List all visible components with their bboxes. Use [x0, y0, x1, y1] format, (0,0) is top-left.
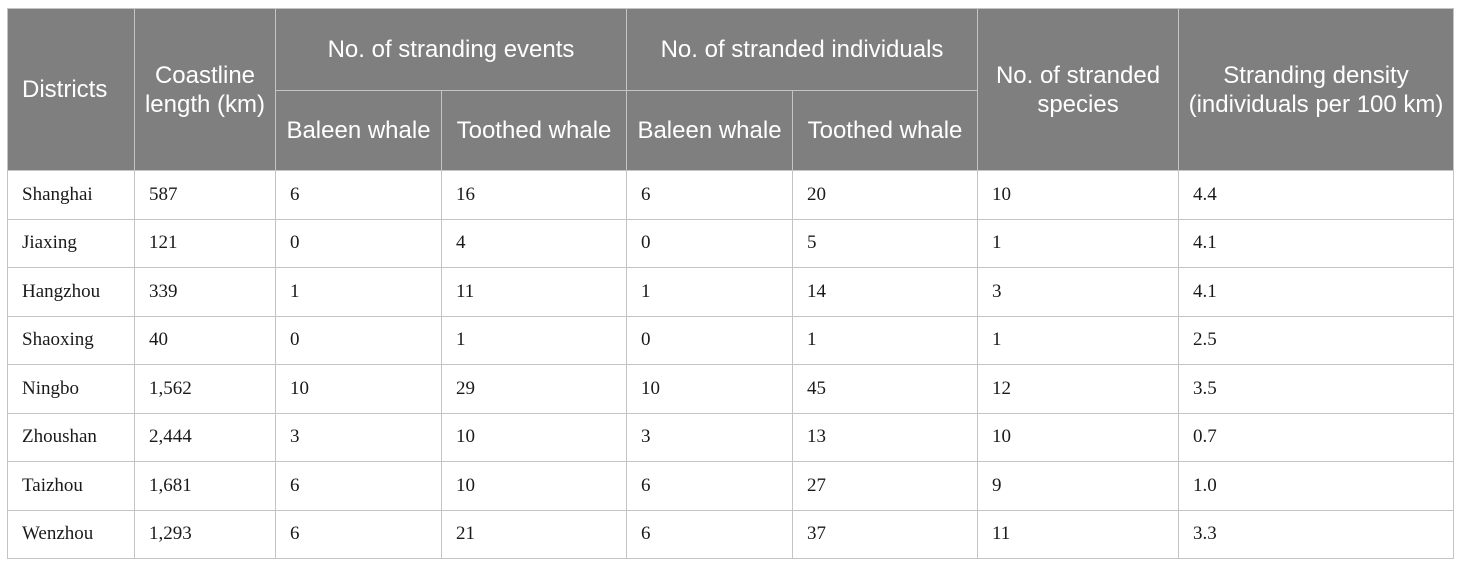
- cell-events-baleen: 3: [275, 412, 442, 462]
- header-stranding-density: Stranding density (individuals per 100 k…: [1178, 8, 1454, 171]
- table-row: Shaoxing 40 0 1 0 1 1 2.5: [7, 315, 1454, 365]
- cell-species: 11: [977, 509, 1179, 559]
- cell-events-toothed: 4: [441, 218, 627, 268]
- cell-district: Jiaxing: [7, 218, 135, 268]
- cell-district: Hangzhou: [7, 267, 135, 317]
- cell-coastline: 2,444: [134, 412, 276, 462]
- cell-events-baleen: 1: [275, 267, 442, 317]
- cell-coastline: 1,293: [134, 509, 276, 559]
- cell-events-toothed: 29: [441, 364, 627, 414]
- header-stranding-events: No. of stranding events: [275, 8, 627, 91]
- stranding-table: Districts Coastline length (km) No. of s…: [7, 8, 1454, 559]
- header-coastline-length: Coastline length (km): [134, 8, 276, 171]
- cell-individuals-baleen: 6: [626, 170, 793, 220]
- table-body: Shanghai 587 6 16 6 20 10 4.4 Jiaxing 12…: [7, 170, 1454, 559]
- cell-individuals-toothed: 1: [792, 315, 978, 365]
- header-districts: Districts: [7, 8, 135, 171]
- cell-events-baleen: 6: [275, 461, 442, 511]
- cell-coastline: 1,562: [134, 364, 276, 414]
- cell-species: 9: [977, 461, 1179, 511]
- cell-events-toothed: 21: [441, 509, 627, 559]
- cell-events-baleen: 6: [275, 170, 442, 220]
- cell-district: Zhoushan: [7, 412, 135, 462]
- cell-density: 3.5: [1178, 364, 1454, 414]
- table-row: Shanghai 587 6 16 6 20 10 4.4: [7, 170, 1454, 220]
- cell-events-baleen: 10: [275, 364, 442, 414]
- table-row: Taizhou 1,681 6 10 6 27 9 1.0: [7, 461, 1454, 511]
- cell-species: 10: [977, 412, 1179, 462]
- table-row: Jiaxing 121 0 4 0 5 1 4.1: [7, 218, 1454, 268]
- header-individuals-baleen-whale: Baleen whale: [626, 90, 793, 171]
- cell-density: 2.5: [1178, 315, 1454, 365]
- table-row: Zhoushan 2,444 3 10 3 13 10 0.7: [7, 412, 1454, 462]
- cell-species: 10: [977, 170, 1179, 220]
- table-row: Wenzhou 1,293 6 21 6 37 11 3.3: [7, 509, 1454, 559]
- cell-species: 3: [977, 267, 1179, 317]
- cell-density: 4.1: [1178, 218, 1454, 268]
- cell-coastline: 587: [134, 170, 276, 220]
- cell-district: Wenzhou: [7, 509, 135, 559]
- cell-individuals-toothed: 20: [792, 170, 978, 220]
- cell-individuals-baleen: 0: [626, 315, 793, 365]
- cell-events-baleen: 0: [275, 315, 442, 365]
- cell-events-baleen: 0: [275, 218, 442, 268]
- cell-density: 3.3: [1178, 509, 1454, 559]
- cell-events-baleen: 6: [275, 509, 442, 559]
- header-individuals-toothed-whale: Toothed whale: [792, 90, 978, 171]
- cell-individuals-toothed: 14: [792, 267, 978, 317]
- cell-coastline: 1,681: [134, 461, 276, 511]
- cell-species: 1: [977, 315, 1179, 365]
- cell-events-toothed: 11: [441, 267, 627, 317]
- cell-events-toothed: 16: [441, 170, 627, 220]
- cell-events-toothed: 10: [441, 461, 627, 511]
- cell-individuals-toothed: 5: [792, 218, 978, 268]
- cell-district: Ningbo: [7, 364, 135, 414]
- cell-individuals-toothed: 37: [792, 509, 978, 559]
- cell-coastline: 339: [134, 267, 276, 317]
- cell-individuals-baleen: 10: [626, 364, 793, 414]
- cell-district: Shaoxing: [7, 315, 135, 365]
- cell-species: 12: [977, 364, 1179, 414]
- cell-individuals-baleen: 3: [626, 412, 793, 462]
- cell-density: 1.0: [1178, 461, 1454, 511]
- cell-density: 4.1: [1178, 267, 1454, 317]
- cell-coastline: 40: [134, 315, 276, 365]
- table-row: Ningbo 1,562 10 29 10 45 12 3.5: [7, 364, 1454, 414]
- cell-district: Shanghai: [7, 170, 135, 220]
- cell-events-toothed: 1: [441, 315, 627, 365]
- cell-individuals-toothed: 13: [792, 412, 978, 462]
- cell-density: 0.7: [1178, 412, 1454, 462]
- header-events-toothed-whale: Toothed whale: [441, 90, 627, 171]
- cell-individuals-baleen: 0: [626, 218, 793, 268]
- cell-individuals-baleen: 1: [626, 267, 793, 317]
- cell-individuals-baleen: 6: [626, 461, 793, 511]
- cell-events-toothed: 10: [441, 412, 627, 462]
- table-row: Hangzhou 339 1 11 1 14 3 4.1: [7, 267, 1454, 317]
- cell-individuals-baleen: 6: [626, 509, 793, 559]
- cell-individuals-toothed: 45: [792, 364, 978, 414]
- cell-district: Taizhou: [7, 461, 135, 511]
- cell-density: 4.4: [1178, 170, 1454, 220]
- header-stranded-individuals: No. of stranded individuals: [626, 8, 978, 91]
- cell-species: 1: [977, 218, 1179, 268]
- cell-individuals-toothed: 27: [792, 461, 978, 511]
- table-header: Districts Coastline length (km) No. of s…: [7, 8, 1454, 171]
- header-stranded-species: No. of stranded species: [977, 8, 1179, 171]
- header-events-baleen-whale: Baleen whale: [275, 90, 442, 171]
- cell-coastline: 121: [134, 218, 276, 268]
